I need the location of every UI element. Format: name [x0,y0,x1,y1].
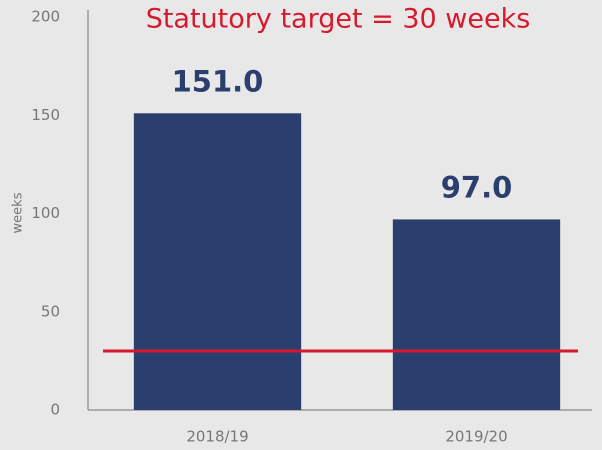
bar [133,113,302,410]
x-tick-label: 2019/20 [445,428,507,446]
y-tick-label: 0 [50,401,60,419]
value-label: 97.0 [441,170,513,204]
y-tick-label: 50 [41,302,60,320]
x-tick-label: 2018/19 [186,428,248,446]
value-label: 151.0 [172,64,264,98]
bar [392,219,561,410]
y-axis-label: weeks [11,192,26,233]
y-tick-label: 150 [31,106,60,124]
y-tick-label: 200 [31,8,60,26]
reference-label: Statutory target = 30 weeks [146,4,531,35]
y-tick-label: 100 [31,204,60,222]
